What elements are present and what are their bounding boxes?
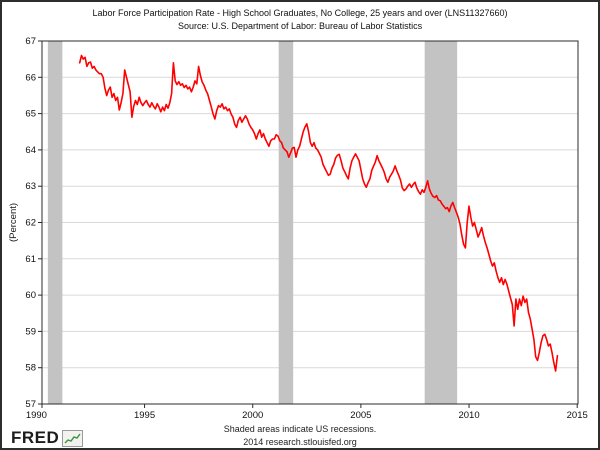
- y-tick-label: 58: [25, 363, 36, 374]
- y-tick-label: 63: [25, 181, 36, 192]
- y-tick-label: 62: [25, 218, 36, 229]
- chart-header: Labor Force Participation Rate - High Sc…: [2, 7, 598, 33]
- y-axis-label: (Percent): [8, 203, 19, 242]
- y-tick-label: 64: [25, 145, 36, 156]
- y-tick-label: 67: [25, 36, 36, 47]
- x-tick-label: 2000: [242, 410, 263, 421]
- recession-band: [424, 41, 458, 404]
- chart-title: Labor Force Participation Rate - High Sc…: [92, 8, 508, 18]
- x-tick-label: 2015: [567, 410, 588, 421]
- y-tick-label: 60: [25, 290, 36, 301]
- x-tick-label: 2005: [350, 410, 371, 421]
- recession-band: [278, 41, 294, 404]
- y-tick-label: 65: [25, 109, 36, 120]
- x-tick-label: 2010: [458, 410, 479, 421]
- y-tick-label: 59: [25, 326, 36, 337]
- chart-footer: Shaded areas indicate US recessions. 201…: [2, 423, 598, 448]
- mini-chart-icon: [62, 429, 84, 447]
- recession-note: Shaded areas indicate US recessions.: [223, 424, 377, 434]
- x-tick-label: 1995: [134, 410, 155, 421]
- y-tick-label: 57: [25, 399, 36, 410]
- y-tick-label: 61: [25, 254, 36, 265]
- recession-band: [47, 41, 63, 404]
- chart-source: Source: U.S. Department of Labor: Bureau…: [177, 21, 423, 31]
- participation-rate-line: [78, 54, 559, 372]
- x-tick-label: 1990: [26, 410, 47, 421]
- fred-logo-text: FRED: [11, 428, 60, 447]
- y-tick-label: 66: [25, 72, 36, 83]
- fred-logo: FRED: [11, 428, 84, 448]
- credit-line: 2014 research.stlouisfed.org: [243, 437, 357, 447]
